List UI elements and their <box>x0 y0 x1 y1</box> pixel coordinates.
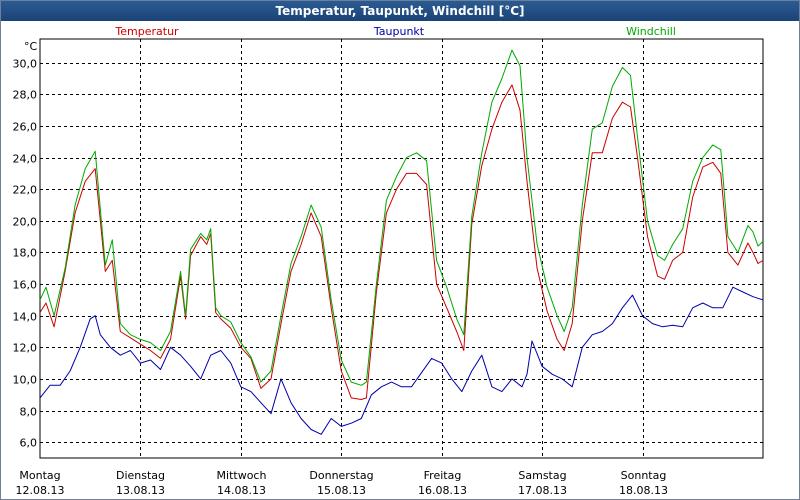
x-tick-day-label: Montag <box>19 469 60 482</box>
x-tick-date-label: 13.08.13 <box>116 484 165 497</box>
y-tick-label: 16,0 <box>13 279 38 292</box>
y-tick-label: 18,0 <box>13 247 38 260</box>
series-line-taupunkt <box>39 286 764 435</box>
legend-windchill: Windchill <box>626 25 676 38</box>
x-tick-date-label: 12.08.13 <box>16 484 65 497</box>
legend-taupunkt: Taupunkt <box>373 25 425 38</box>
legend-temperatur: Temperatur <box>114 25 179 38</box>
y-tick-label: 24,0 <box>13 153 38 166</box>
x-tick-date-label: 17.08.13 <box>518 484 567 497</box>
y-tick-label: 20,0 <box>13 216 38 229</box>
x-tick-date-label: 18.08.13 <box>619 484 668 497</box>
y-tick-label: 8,0 <box>20 406 38 419</box>
y-axis-unit-label: °C <box>24 40 38 53</box>
y-tick-label: 14,0 <box>13 311 38 324</box>
y-tick-label: 30,0 <box>13 58 38 71</box>
y-tick-label: 22,0 <box>13 184 38 197</box>
x-tick-day-label: Dienstag <box>116 469 165 482</box>
y-tick-label: 12,0 <box>13 342 38 355</box>
y-tick-label: 6,0 <box>20 437 38 450</box>
y-tick-label: 28,0 <box>13 89 38 102</box>
plot-area-border <box>39 38 764 459</box>
x-tick-day-label: Freitag <box>424 469 462 482</box>
x-tick-date-label: 14.08.13 <box>217 484 266 497</box>
x-tick-day-label: Samstag <box>518 469 566 482</box>
x-tick-date-label: 16.08.13 <box>418 484 467 497</box>
y-tick-label: 26,0 <box>13 121 38 134</box>
y-tick-label: 10,0 <box>13 374 38 387</box>
series-line-windchill <box>39 49 764 386</box>
x-tick-date-label: 15.08.13 <box>317 484 366 497</box>
series-line-temperatur <box>39 84 764 400</box>
x-tick-day-label: Mittwoch <box>217 469 267 482</box>
chart-title: Temperatur, Taupunkt, Windchill [°C] <box>1 1 799 21</box>
x-tick-day-label: Sonntag <box>621 469 667 482</box>
x-tick-day-label: Donnerstag <box>309 469 373 482</box>
